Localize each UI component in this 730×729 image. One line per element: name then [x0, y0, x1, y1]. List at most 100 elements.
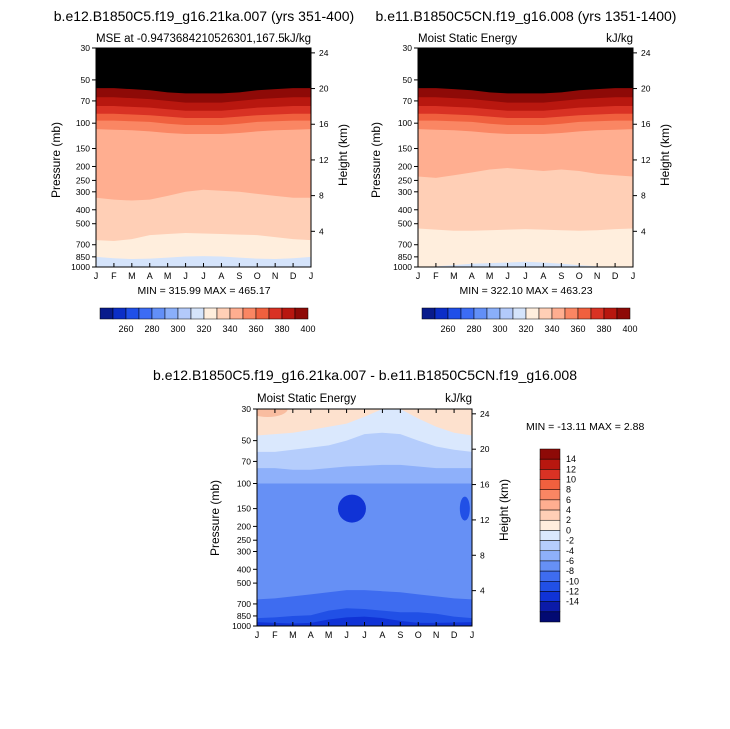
colorbar-label: -6	[566, 556, 574, 566]
colorbar-label: 320	[196, 324, 211, 334]
panel-3-y2label: Height (km)	[497, 479, 511, 541]
panel-2-right-label: kJ/kg	[606, 33, 633, 45]
y-tick-label: 200	[76, 161, 90, 171]
colorbar-swatch	[421, 307, 436, 320]
contour-band	[459, 496, 470, 521]
y-tick-label: 1000	[393, 262, 412, 272]
y-tick-label: 850	[237, 611, 251, 621]
panel-2-ylabel: Pressure (mb)	[369, 122, 383, 198]
panel-2-y2label: Height (km)	[658, 124, 672, 186]
colorbar-label: 400	[300, 324, 315, 334]
colorbar-label: -10	[566, 576, 579, 586]
x-tick-label: M	[128, 271, 136, 281]
colorbar-label: -4	[566, 546, 574, 556]
colorbar-swatch	[551, 307, 566, 320]
colorbar-label: 340	[544, 324, 559, 334]
panel-3-ylabel: Pressure (mb)	[208, 480, 222, 556]
panel-2-left-label: Moist Static Energy	[418, 33, 517, 45]
panel-2-stats: MIN = 322.10 MAX = 463.23	[459, 285, 592, 297]
y-tick-label: 500	[76, 219, 90, 229]
x-tick-label: J	[344, 630, 349, 640]
colorbar-swatch	[203, 307, 218, 320]
y2-tick-label: 20	[641, 84, 651, 94]
y-tick-label: 30	[403, 43, 413, 53]
x-tick-label: J	[416, 271, 421, 281]
y-tick-label: 400	[76, 205, 90, 215]
colorbar-swatch	[229, 307, 244, 320]
colorbar-swatch	[499, 307, 514, 320]
colorbar-swatch	[125, 307, 140, 320]
x-tick-label: A	[218, 271, 224, 281]
colorbar-swatch	[99, 307, 114, 320]
x-tick-label: N	[272, 271, 279, 281]
colorbar-label: -2	[566, 536, 574, 546]
panel-3-left-label: Moist Static Energy	[257, 393, 356, 405]
x-tick-label: J	[631, 271, 636, 281]
x-tick-label: M	[486, 271, 494, 281]
colorbar-swatch	[539, 560, 561, 572]
x-tick-label: O	[415, 630, 422, 640]
x-tick-label: J	[470, 630, 475, 640]
colorbar-label: 380	[596, 324, 611, 334]
y-tick-label: 50	[81, 75, 91, 85]
y2-tick-label: 12	[480, 515, 490, 525]
panel-1-y2label: Height (km)	[336, 124, 350, 186]
y-tick-label: 850	[398, 252, 412, 262]
y-tick-label: 150	[398, 144, 412, 154]
colorbar-label: 340	[222, 324, 237, 334]
y-tick-label: 150	[237, 504, 251, 514]
colorbar-swatch	[434, 307, 449, 320]
x-tick-label: J	[255, 630, 260, 640]
colorbar-swatch	[539, 591, 561, 602]
y-tick-label: 30	[81, 43, 91, 53]
y2-tick-label: 24	[641, 48, 651, 58]
colorbar-swatch	[539, 540, 561, 552]
panel-1-axes: J F M A M J J A S O N D J 30 50 70 100 150 200 250 300 400 500…	[71, 43, 329, 281]
colorbar-swatch	[242, 307, 257, 320]
x-tick-label: S	[397, 630, 403, 640]
colorbar-swatch	[539, 489, 561, 501]
colorbar-swatch	[164, 307, 179, 320]
contour-band	[418, 48, 633, 94]
colorbar-swatch	[539, 550, 561, 562]
y-tick-label: 70	[403, 96, 413, 106]
panel-1-fill	[96, 48, 311, 267]
y-tick-label: 200	[237, 521, 251, 531]
colorbar-label: 0	[566, 525, 571, 535]
panel-2-title: b.e11.B1850C5CN.f19_g16.008 (yrs 1351-14…	[376, 8, 677, 24]
colorbar-swatch	[512, 307, 527, 320]
contour-band	[257, 409, 472, 436]
x-tick-label: J	[523, 271, 528, 281]
x-tick-label: A	[379, 630, 385, 640]
x-tick-label: O	[254, 271, 261, 281]
x-tick-label: M	[325, 630, 333, 640]
colorbar-label: 280	[466, 324, 481, 334]
y2-tick-label: 12	[641, 155, 651, 165]
colorbar-swatch	[447, 307, 462, 320]
colorbar-label: 2	[566, 515, 571, 525]
y-tick-label: 300	[76, 187, 90, 197]
y2-tick-label: 4	[480, 586, 485, 596]
y-tick-label: 200	[398, 161, 412, 171]
x-tick-label: S	[236, 271, 242, 281]
colorbar-swatch	[190, 307, 205, 320]
panel-1-ylabel: Pressure (mb)	[49, 122, 63, 198]
colorbar-swatch	[603, 307, 618, 320]
colorbar-swatch	[268, 307, 283, 320]
colorbar-swatch	[473, 307, 488, 320]
y-tick-label: 250	[398, 175, 412, 185]
y2-tick-label: 24	[480, 409, 490, 419]
colorbar-swatch	[539, 469, 561, 480]
colorbar-swatch	[539, 499, 561, 511]
panel-1-colorbar: 260 280 300 320 340 360 380 400	[99, 307, 316, 334]
y-tick-label: 700	[398, 240, 412, 250]
colorbar-swatch	[590, 307, 605, 320]
colorbar-swatch	[539, 601, 561, 613]
panel-1-stats: MIN = 315.99 MAX = 465.17	[137, 285, 270, 297]
panel-3-title: b.e12.B1850C5.f19_g16.21ka.007 - b.e11.B…	[153, 367, 577, 383]
x-tick-label: J	[309, 271, 314, 281]
colorbar-swatch	[486, 307, 501, 320]
colorbar-swatch	[112, 307, 127, 320]
